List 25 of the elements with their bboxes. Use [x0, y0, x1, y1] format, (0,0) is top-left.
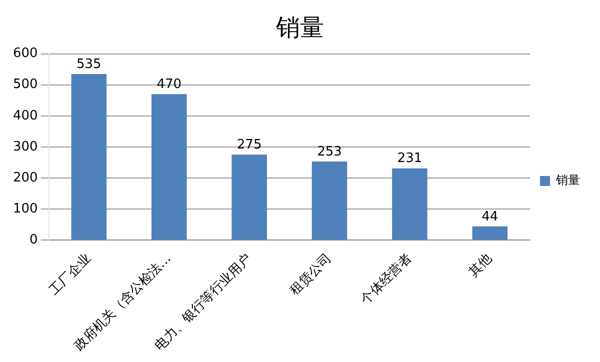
bar — [472, 226, 508, 240]
bar — [312, 162, 348, 240]
x-tick-label: 工厂企业 — [46, 251, 94, 299]
y-tick-label: 0 — [30, 232, 38, 248]
chart-title: 销量 — [275, 14, 324, 42]
data-label: 253 — [317, 144, 342, 160]
x-tick-label: 个体经营者 — [358, 251, 415, 308]
bar — [392, 168, 428, 240]
x-tick-label: 其他 — [466, 251, 496, 280]
data-label: 44 — [482, 209, 498, 224]
bar — [232, 154, 267, 240]
x-tick-label: 租赁公司 — [287, 251, 335, 299]
data-label: 231 — [397, 151, 422, 166]
y-tick-label: 600 — [12, 46, 38, 62]
y-tick-label: 500 — [12, 77, 38, 92]
y-tick-label: 100 — [12, 201, 38, 216]
y-tick-label: 300 — [12, 139, 38, 154]
bar — [151, 94, 187, 240]
data-label: 535 — [76, 56, 102, 72]
bar — [71, 74, 107, 240]
y-tick-label: 400 — [12, 108, 38, 124]
data-label: 470 — [156, 77, 182, 92]
legend-label: 销量 — [555, 173, 580, 188]
data-label: 275 — [236, 138, 262, 153]
y-tick-label: 200 — [12, 170, 38, 186]
